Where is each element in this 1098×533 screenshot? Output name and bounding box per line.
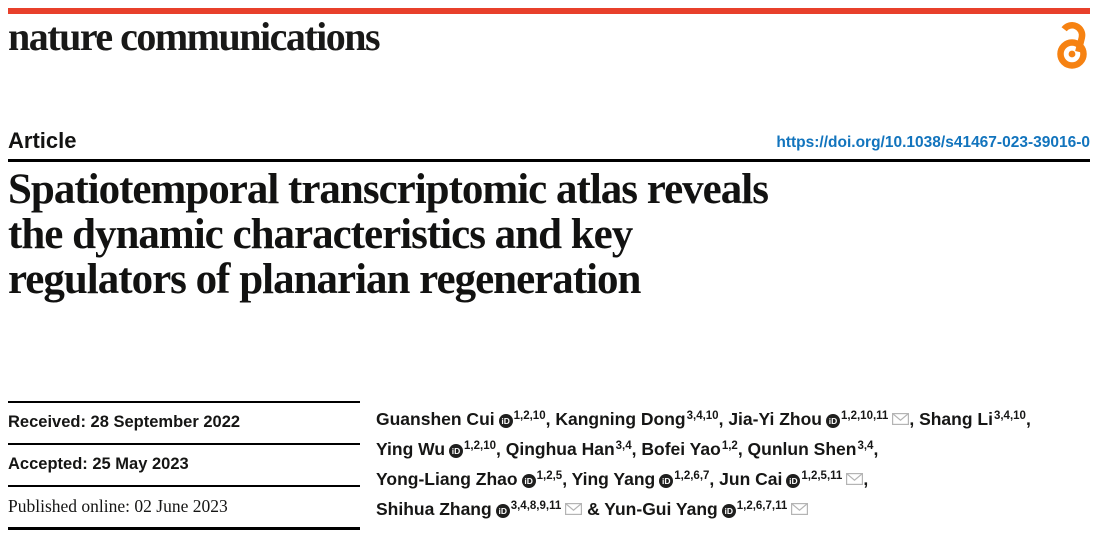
article-type-label: Article (8, 128, 77, 153)
author-name: Yong-Liang Zhao (376, 469, 518, 489)
author-name: Guanshen Cui (376, 409, 495, 429)
author-separator: & (582, 499, 605, 519)
author-separator: , (909, 409, 920, 429)
email-icon[interactable] (791, 496, 809, 523)
article-header-row: Article https://doi.org/10.1038/s41467-0… (8, 129, 1090, 162)
article-title: Spatiotemporal transcriptomic atlas reve… (8, 167, 1090, 302)
orcid-icon[interactable]: iD (786, 474, 801, 488)
dates-column: Received: 28 September 2022 Accepted: 25… (8, 401, 360, 530)
author-separator: , (737, 439, 748, 459)
affiliation-superscript: 1,2,10 (464, 439, 497, 452)
affiliation-superscript: 3,4 (615, 439, 632, 452)
author-separator: , (709, 469, 720, 489)
affiliation-superscript: 1,2,6,7 (674, 469, 710, 482)
title-line-1: Spatiotemporal transcriptomic atlas reve… (8, 166, 769, 213)
title-line-3: regulators of planarian regeneration (8, 256, 641, 303)
author-name: Shang Li (919, 409, 993, 429)
doi-link[interactable]: https://doi.org/10.1038/s41467-023-39016… (776, 134, 1090, 151)
affiliation-superscript: 3,4,10 (686, 409, 719, 422)
author-name: Shihua Zhang (376, 499, 492, 519)
affiliation-superscript: 1,2,5 (536, 469, 563, 482)
author-separator: , (631, 439, 642, 459)
author-separator: , (496, 439, 506, 459)
author-name: Qunlun Shen (747, 439, 857, 459)
author-separator: , (863, 469, 869, 489)
author-name: Bofei Yao (641, 439, 721, 459)
author-name: Jun Cai (719, 469, 783, 489)
affiliation-superscript: 1,2,10 (513, 409, 546, 422)
received-date: Received: 28 September 2022 (8, 401, 360, 443)
author-line: Ying Wu iD 1,2,10, Qinghua Han3,4, Bofei Y… (376, 436, 1090, 466)
affiliation-superscript: 1,2,10,11 (841, 409, 889, 422)
author-separator: , (1025, 409, 1031, 429)
affiliation-superscript: 1,2,5,11 (801, 469, 843, 482)
affiliation-superscript: 1,2,6,7,11 (736, 499, 788, 512)
affiliation-superscript: 3,4,10 (993, 409, 1026, 422)
email-icon[interactable] (846, 466, 864, 493)
email-icon[interactable] (565, 496, 583, 523)
orcid-icon[interactable]: iD (521, 474, 536, 488)
author-separator: , (718, 409, 729, 429)
accepted-date: Accepted: 25 May 2023 (8, 443, 360, 485)
orcid-icon[interactable]: iD (659, 474, 674, 488)
affiliation-superscript: 3,4,8,9,11 (510, 499, 562, 512)
meta-section: Received: 28 September 2022 Accepted: 25… (8, 401, 1090, 530)
masthead-red-bar (8, 8, 1090, 14)
open-access-icon (1054, 20, 1090, 75)
author-line: Shihua Zhang iD 3,4,8,9,11 & Yun-Gui Yang i… (376, 496, 1090, 526)
journal-logo: nature communications (8, 14, 381, 59)
author-line: Yong-Liang Zhao iD 1,2,5, Ying Yang iD 1,2,6… (376, 466, 1090, 496)
email-icon[interactable] (892, 406, 910, 433)
author-separator: , (873, 439, 879, 459)
author-line: Guanshen Cui iD 1,2,10, Kangning Dong3,4,1… (376, 406, 1090, 436)
author-name: Jia-Yi Zhou (728, 409, 822, 429)
orcid-icon[interactable]: iD (826, 414, 840, 428)
author-list: Guanshen Cui iD 1,2,10, Kangning Dong3,4,1… (376, 401, 1090, 526)
orcid-icon[interactable]: iD (721, 504, 736, 518)
title-line-2: the dynamic characteristics and key (8, 211, 633, 258)
dates-bottom-rule (8, 527, 360, 530)
author-separator: , (545, 409, 556, 429)
author-name: Ying Yang (571, 469, 656, 489)
affiliation-superscript: 1,2 (721, 439, 738, 452)
orcid-icon[interactable]: iD (495, 504, 510, 518)
author-name: Yun-Gui Yang (604, 499, 718, 519)
published-date: Published online: 02 June 2023 (8, 485, 360, 527)
author-name: Ying Wu (376, 439, 446, 459)
author-name: Qinghua Han (505, 439, 615, 459)
orcid-icon[interactable]: iD (449, 444, 464, 458)
orcid-icon[interactable]: iD (498, 414, 513, 428)
affiliation-superscript: 3,4 (857, 439, 874, 452)
author-name: Kangning Dong (555, 409, 686, 429)
author-separator: , (562, 469, 572, 489)
